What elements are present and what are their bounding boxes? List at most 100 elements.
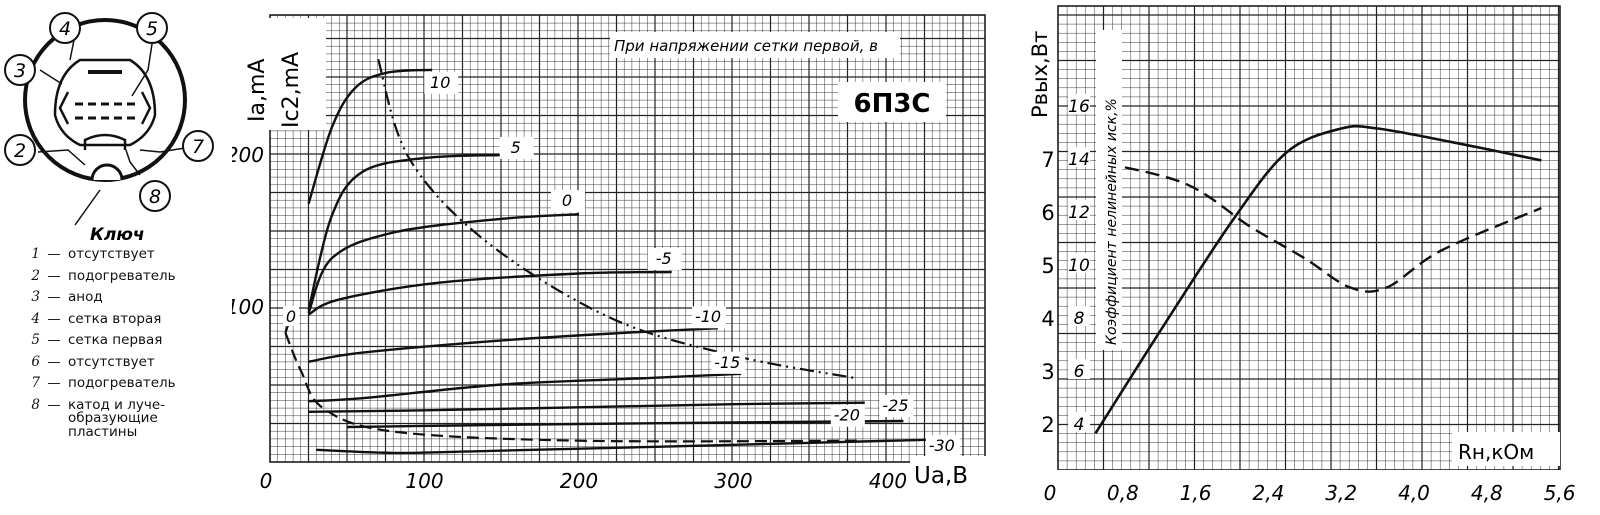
- curve-label: -15: [714, 353, 740, 372]
- chart2-xlabel: Rн,кОм: [1458, 440, 1534, 464]
- curve-label: -5: [656, 249, 672, 268]
- grid-voltage-curve: [308, 401, 865, 413]
- curve-label: 10: [430, 73, 450, 92]
- pin-label-2: 2: [14, 140, 26, 162]
- chart1-ylabel-ic2: Ic2,mA: [279, 52, 304, 128]
- tick-label-bg: [1068, 359, 1090, 379]
- tick-label-bg: [1068, 147, 1090, 167]
- tick-label-bg: [1036, 251, 1056, 275]
- power-curve: [1094, 124, 1542, 434]
- y-tick-label-distortion: 16: [1068, 97, 1090, 117]
- grid-voltage-curve: [307, 213, 580, 314]
- curve-label-bg: [925, 435, 960, 458]
- legend-num: 6: [31, 353, 40, 370]
- chart1-curve-labels: 10 5 0 -5 -10 -15 -20 -25 -30 0: [283, 71, 960, 458]
- tick-label-bg: [1068, 306, 1090, 326]
- x-tick-label: 0: [260, 469, 273, 493]
- grid-voltage-curve: [347, 419, 904, 429]
- curve-label: 5: [511, 138, 521, 157]
- annotation-box: [610, 32, 900, 58]
- grid-voltage-curve: [308, 372, 742, 403]
- curve-label-bg: [551, 190, 585, 213]
- curve-label-bg: [283, 306, 299, 326]
- x-axis-band: [1055, 470, 1565, 510]
- pin-labels: 2 3 4 5 7 8: [4, 12, 214, 212]
- tick-label-bg: [1068, 412, 1090, 432]
- legend-row: 7— подогреватель: [0, 375, 215, 391]
- curve-label: 0: [286, 307, 296, 326]
- tick-label-bg: [711, 465, 756, 493]
- tick-label-bg: [557, 465, 601, 493]
- x-tick-label: 400: [869, 469, 907, 493]
- key-pointer: [74, 189, 101, 226]
- tick-label-bg: [254, 465, 274, 493]
- cathode-symbol: [83, 133, 127, 150]
- anode-characteristics-chart: 6П3С При напряжении сетки первой, в Ia,m…: [232, 14, 992, 493]
- tick-label-bg: [866, 465, 910, 493]
- tick-label-bg: [1036, 198, 1056, 222]
- tick-label-bg: [1068, 94, 1090, 114]
- y-tick-label-power: 3: [1041, 360, 1054, 384]
- curve-label-bg: [424, 71, 459, 94]
- x-tick-label: 3,2: [1325, 481, 1357, 505]
- key-notch: [90, 163, 124, 181]
- chart1-series: [307, 68, 950, 455]
- title-box: [838, 82, 946, 122]
- x-tick-label: 2,4: [1252, 481, 1284, 505]
- tick-label-bg: [402, 465, 447, 493]
- ylabel-box: [234, 18, 326, 130]
- curve-label: -30: [929, 436, 955, 455]
- chart2-ylabel-distortion: Коэффициент нелинейных иск,%: [1104, 98, 1120, 345]
- pin-label-8: 8: [149, 186, 161, 208]
- chart2-inner-label-box: [1096, 30, 1122, 350]
- x-tick-label: 100: [405, 469, 443, 493]
- legend-row: 1— отсутствует: [0, 246, 215, 262]
- chart1-title: 6П3С: [853, 89, 930, 119]
- tick-label-bg: [232, 292, 268, 316]
- tick-label-bg: [232, 140, 268, 164]
- y-tick-label-distortion: 4: [1074, 415, 1085, 435]
- x-tick-label: 0,8: [1107, 481, 1139, 505]
- chart1-xlabel: Ua,В: [914, 463, 968, 489]
- legend-row: 4— сетка вторая: [0, 310, 215, 327]
- legend-text: сетка первая: [68, 332, 163, 348]
- grid-voltage-curve: [307, 270, 672, 316]
- x-tick-label: 1,6: [1180, 481, 1212, 505]
- overlay-curve: [377, 58, 858, 380]
- xlabel-box: [910, 456, 992, 490]
- grid-voltage-curve: [308, 327, 719, 363]
- curve-label: -10: [695, 307, 721, 326]
- y-tick-label-power: 4: [1041, 307, 1054, 331]
- chart2-ticks: 0 0,8 1,6 2,4 3,2 4,0 4,8 5,6 2 3 4 5 6 7 4 6 8 10 12 14 16: [1036, 94, 1576, 510]
- legend-text: подогреватель: [68, 375, 176, 391]
- y-tick-label-power: 7: [1041, 148, 1054, 172]
- legend-row: 6— отсутствует: [0, 353, 215, 370]
- grid-voltage-curve: [307, 68, 433, 204]
- y-tick-label-distortion: 10: [1068, 256, 1090, 276]
- y-tick-label-power: 5: [1041, 254, 1054, 278]
- tick-label-bg: [1036, 357, 1056, 381]
- socket-circle: [23, 18, 187, 182]
- tick-label-bg: [1036, 304, 1056, 328]
- legend-row: 2— подогреватель: [0, 269, 215, 284]
- chart2-ylabel-box: [1015, 0, 1055, 130]
- x-tick-label: 5,6: [1544, 481, 1576, 505]
- legend-num: 8: [31, 396, 40, 413]
- chart2-grid: [1057, 5, 1561, 471]
- legend-num: 4: [31, 310, 40, 327]
- legend-row: 3— анод: [0, 290, 215, 305]
- legend-row: 5— сетка первая: [0, 332, 215, 348]
- x-tick-label: 300: [714, 469, 752, 493]
- overlay-curve: [284, 332, 858, 443]
- curve-label-bg: [692, 306, 727, 329]
- y-tick-label-distortion: 12: [1068, 203, 1090, 223]
- curve-label: 0: [562, 191, 572, 210]
- beam-plates: [58, 91, 152, 125]
- legend-num: 1: [31, 246, 40, 262]
- pin-label-3: 3: [14, 60, 26, 82]
- pin-label-5: 5: [146, 18, 158, 40]
- output-power-chart: Pвых,Вт Коэффициент нелинейных иск,% Rн,…: [1015, 0, 1576, 510]
- pin-legend: 1— отсутствует 2— подогреватель 3— анод 4— с…: [0, 246, 215, 447]
- chart2-ylabel-power: Pвых,Вт: [1028, 31, 1052, 118]
- key-label: Ключ: [90, 225, 145, 245]
